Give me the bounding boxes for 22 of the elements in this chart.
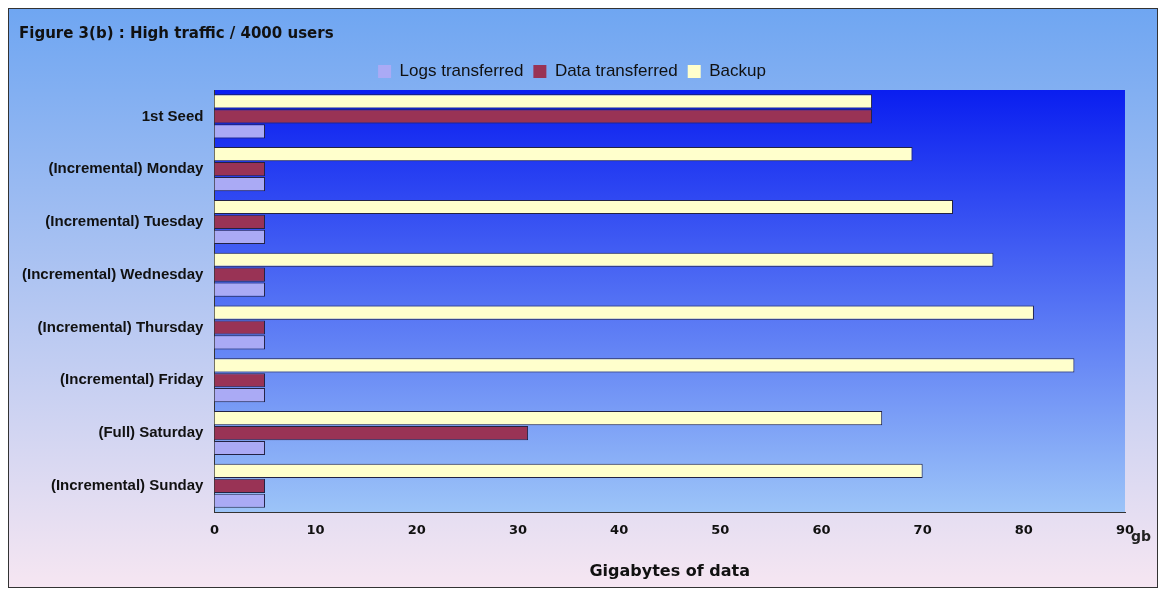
legend-label: Logs transferred [399,61,524,81]
x-tick-label: 80 [1014,522,1033,538]
x-tick-label: 30 [508,522,528,538]
chart-title: Figure 3(b) : High traffic / 4000 users [19,23,334,42]
y-tick-label: (Incremental) Friday [60,370,205,388]
legend-label: Data transferred [554,61,678,81]
x-tick-label: 0 [209,522,219,538]
x-tick-label: 10 [306,522,325,538]
y-tick-label: (Incremental) Sunday [50,475,205,493]
x-tick-label: 40 [610,522,629,538]
y-tick-label: (Incremental) Wednesday [21,264,205,282]
x-tick-label: 70 [913,522,932,538]
y-tick-label: 1st Seed [141,106,204,124]
legend-label: Backup [709,61,766,81]
y-tick-label: (Full) Saturday [98,423,205,441]
y-tick-label: (Incremental) Tuesday [45,212,205,230]
y-tick-label: (Incremental) Monday [48,159,205,177]
x-tick-label: 50 [711,522,730,538]
y-tick-label: (Incremental) Thursday [37,317,205,335]
x-tick-label: 60 [812,522,831,538]
x-tick-label: 20 [407,522,426,538]
x-axis-title: Gigabytes of data [589,560,750,580]
